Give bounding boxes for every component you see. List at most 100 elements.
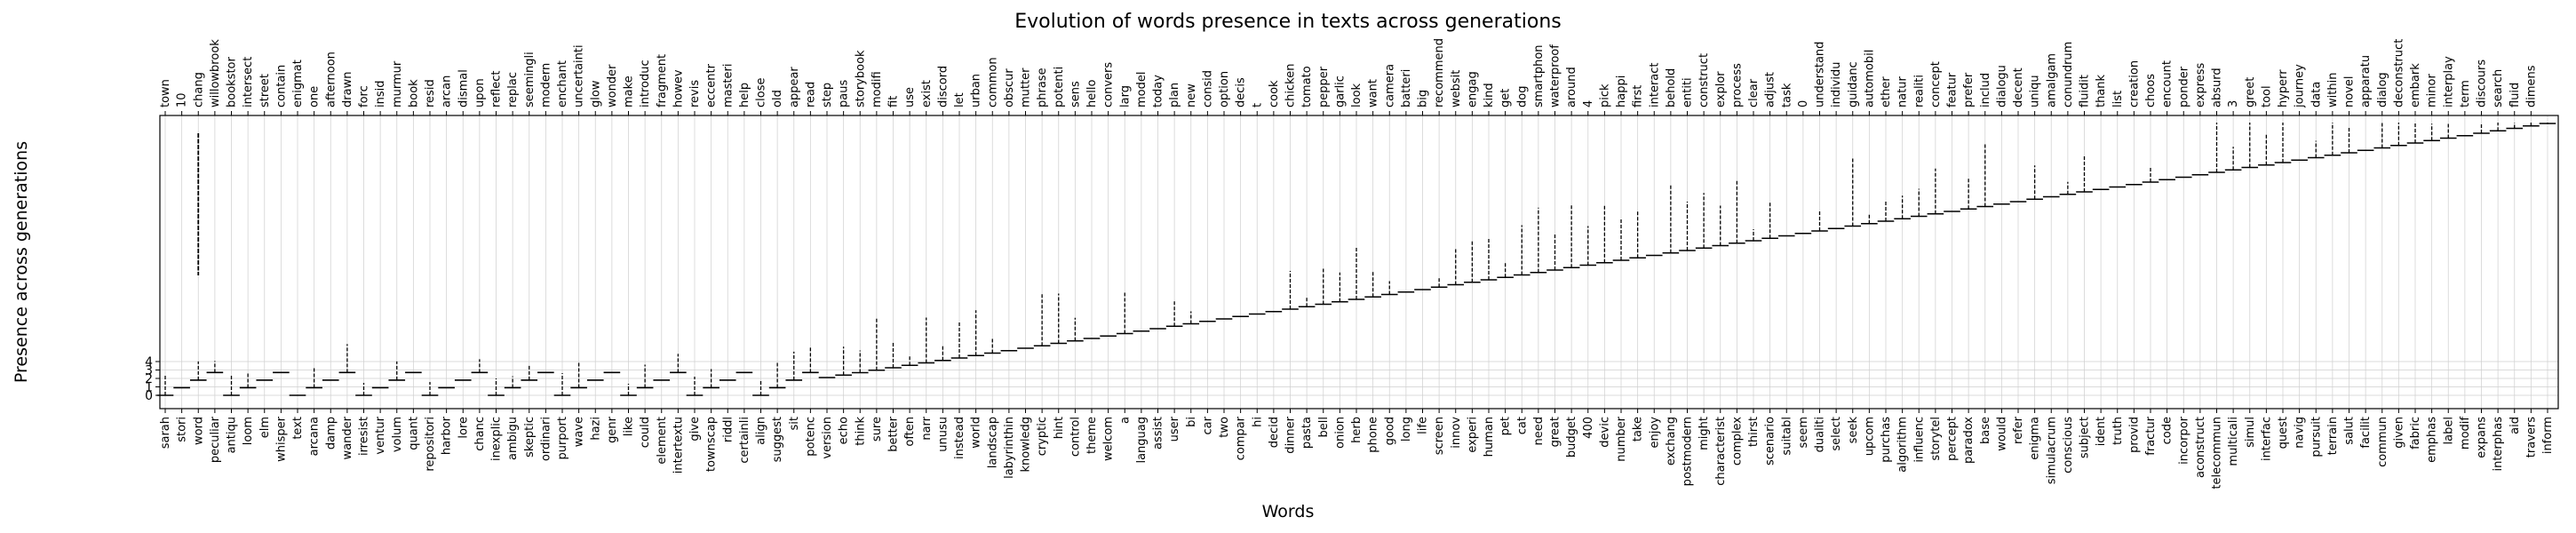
x-tick-label: align — [755, 417, 768, 445]
top-tick-label: paus — [838, 80, 851, 107]
top-tick-label: search — [2492, 69, 2505, 107]
top-tick-label: seemingli — [523, 52, 537, 107]
top-tick-label: help — [738, 83, 751, 107]
x-tick-label: purchas — [1880, 417, 1893, 463]
top-tick-label: express — [2194, 62, 2207, 107]
x-tick-label: certainli — [738, 417, 751, 464]
x-tick-label: would — [1995, 417, 2008, 451]
x-tick-label: herb — [1350, 417, 1364, 443]
top-tick-label: larg — [1118, 85, 1132, 107]
top-tick-label: one — [308, 86, 322, 107]
x-tick-label: user — [1168, 416, 1181, 442]
top-tick-label: dog — [1515, 86, 1529, 107]
top-tick-label: enchant — [556, 60, 569, 107]
x-tick-label: innov — [1450, 417, 1463, 449]
top-tick-label: hyperr — [2277, 69, 2290, 107]
x-axis-tick-labels: sarah stori word peculiar antiqu loom elm whisp… — [159, 409, 2555, 489]
x-tick-label: provid — [2127, 417, 2141, 453]
top-tick-label: look — [1350, 83, 1364, 107]
y-tick-label: 4 — [145, 355, 153, 370]
top-tick-label: close — [755, 78, 768, 107]
top-tick-label: enigmat — [291, 60, 305, 107]
top-tick-label: dialog — [2376, 72, 2389, 107]
top-tick-label: natur — [1896, 76, 1910, 107]
top-tick-label: term — [2459, 80, 2472, 107]
x-tick-label: characterist — [1714, 417, 1728, 486]
x-tick-label: modif — [2459, 417, 2472, 449]
x-tick-label: cat — [1515, 417, 1529, 434]
top-tick-label: sens — [1069, 81, 1082, 107]
x-tick-label: arcana — [308, 417, 322, 456]
top-tick-label: websit — [1450, 70, 1463, 107]
top-tick-label: big — [1417, 90, 1430, 107]
x-tick-label: two — [1218, 417, 1231, 438]
top-tick-label: greet — [2244, 77, 2257, 107]
top-tick-label: fit — [887, 96, 901, 107]
x-tick-label: volum — [391, 417, 404, 452]
top-tick-label: book — [407, 79, 420, 107]
top-tick-label: chang — [192, 72, 205, 107]
x-tick-label: fabric — [2409, 417, 2422, 449]
top-tick-label: model — [1135, 72, 1149, 107]
top-tick-label: dimens — [2524, 65, 2538, 107]
x-tick-label: great — [1549, 417, 1562, 447]
top-tick-label: read — [804, 82, 817, 107]
x-tick-label: dualiti — [1814, 417, 1827, 452]
x-tick-label: storytel — [1929, 417, 1943, 461]
top-tick-label: phrase — [1036, 68, 1049, 107]
x-tick-label: sarah — [159, 417, 172, 449]
top-tick-label: list — [2111, 91, 2125, 107]
x-tick-label: ordinari — [539, 417, 553, 461]
x-tick-label: 400 — [1582, 417, 1595, 439]
x-tick-label: version — [821, 417, 834, 459]
x-tick-label: seem — [1797, 417, 1810, 448]
top-tick-label: featur — [1946, 72, 1960, 107]
top-tick-label: garlic — [1333, 76, 1347, 107]
x-tick-label: complex — [1730, 417, 1744, 465]
plot-frame — [159, 115, 2559, 410]
x-tick-label: narr — [920, 416, 934, 440]
x-tick-label: decid — [1268, 417, 1281, 448]
x-tick-label: irresist — [358, 417, 371, 456]
x-tick-label: seek — [1847, 417, 1860, 444]
x-tick-label: townscap — [705, 417, 719, 472]
top-tick-label: pick — [1598, 84, 1611, 107]
x-tick-label: repositori — [424, 417, 437, 472]
x-tick-label: aconstruct — [2194, 417, 2207, 478]
top-tick-label: discord — [936, 66, 950, 107]
x-tick-label: elm — [258, 417, 272, 438]
x-tick-label: good — [1383, 417, 1396, 445]
top-tick-label: contain — [274, 65, 288, 107]
x-tick-label: chanc — [473, 417, 487, 451]
x-tick-label: ident — [2095, 417, 2108, 446]
x-tick-label: navig — [2294, 417, 2307, 449]
x-tick-label: wave — [573, 417, 586, 447]
top-tick-label: arcan — [441, 76, 454, 107]
x-tick-label: antiqu — [226, 417, 239, 453]
top-tick-label: behold — [1665, 68, 1678, 107]
x-tick-label: hi — [1251, 417, 1264, 427]
x-tick-label: emphas — [2426, 417, 2439, 463]
top-tick-label: thank — [2095, 74, 2108, 107]
top-tick-label: insid — [374, 81, 387, 108]
top-tick-label: ether — [1880, 76, 1893, 107]
x-tick-label: inexplic — [490, 417, 504, 461]
top-tick-label: concept — [1929, 61, 1943, 107]
x-tick-label: control — [1069, 417, 1082, 457]
top-tick-label: modifi — [871, 71, 884, 107]
x-tick-label: damp — [324, 417, 338, 449]
top-tick-label: camera — [1383, 64, 1396, 107]
x-tick-label: experi — [1466, 417, 1479, 453]
top-tick-label: novel — [2343, 76, 2357, 108]
top-tick-label: get — [1499, 89, 1513, 107]
x-tick-label: travers — [2524, 417, 2538, 457]
top-tick-label: fluidit — [2079, 75, 2092, 107]
x-axis-label: Words — [1262, 502, 1315, 521]
x-tick-label: algorithm — [1896, 417, 1910, 473]
x-tick-label: terrain — [2326, 417, 2340, 455]
x-tick-label: paradox — [1962, 417, 1976, 464]
x-tick-label: cryptic — [1036, 417, 1049, 456]
top-tick-label: forc — [358, 85, 371, 107]
top-tick-label: uncertainti — [573, 44, 586, 107]
